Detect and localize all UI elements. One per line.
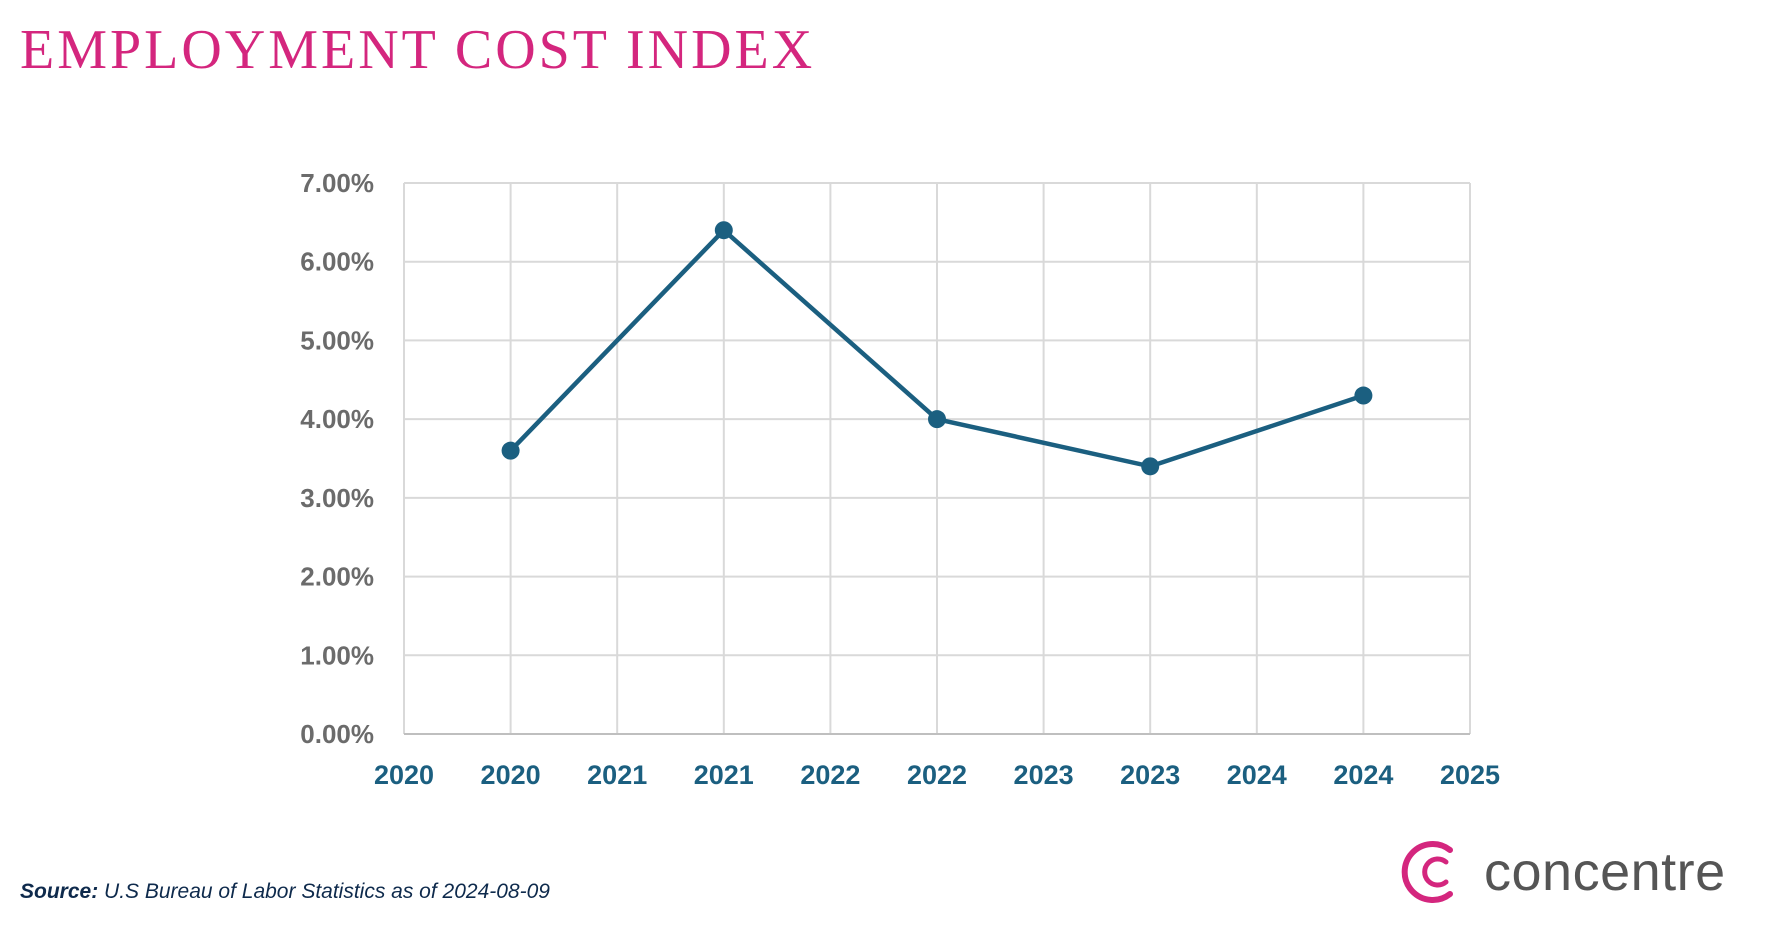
x-tick-label: 2020: [374, 760, 434, 790]
x-tick-label: 2024: [1227, 760, 1287, 790]
data-point: [1354, 386, 1373, 405]
y-tick-label: 2.00%: [300, 562, 374, 592]
x-tick-label: 2024: [1333, 760, 1393, 790]
data-point: [501, 441, 520, 460]
y-tick-label: 7.00%: [300, 168, 374, 198]
y-tick-label: 4.00%: [300, 404, 374, 434]
logo-text: concentre: [1484, 842, 1726, 902]
source-text: U.S Bureau of Labor Statistics as of 202…: [104, 880, 550, 903]
y-tick-label: 5.00%: [300, 325, 374, 355]
x-tick-label: 2021: [587, 760, 647, 790]
x-tick-label: 2023: [1014, 760, 1074, 790]
x-tick-label: 2025: [1440, 760, 1500, 790]
source-note: Source: U.S Bureau of Labor Statistics a…: [20, 880, 550, 904]
y-tick-label: 3.00%: [300, 483, 374, 513]
concentre-logo: concentre: [1398, 836, 1726, 908]
source-label: Source:: [20, 880, 99, 903]
y-tick-label: 6.00%: [300, 247, 374, 277]
concentre-logo-icon: [1401, 841, 1453, 903]
data-point: [928, 410, 946, 429]
y-tick-label: 0.00%: [300, 719, 374, 749]
x-tick-label: 2021: [694, 760, 754, 790]
data-point: [714, 221, 733, 240]
y-tick-label: 1.00%: [300, 640, 374, 670]
x-tick-label: 2022: [907, 760, 967, 790]
x-tick-label: 2022: [800, 760, 860, 790]
x-tick-label: 2020: [481, 760, 541, 790]
data-point: [1141, 457, 1160, 476]
x-tick-label: 2023: [1120, 760, 1180, 790]
chart-title: EMPLOYMENT COST INDEX: [20, 19, 816, 81]
